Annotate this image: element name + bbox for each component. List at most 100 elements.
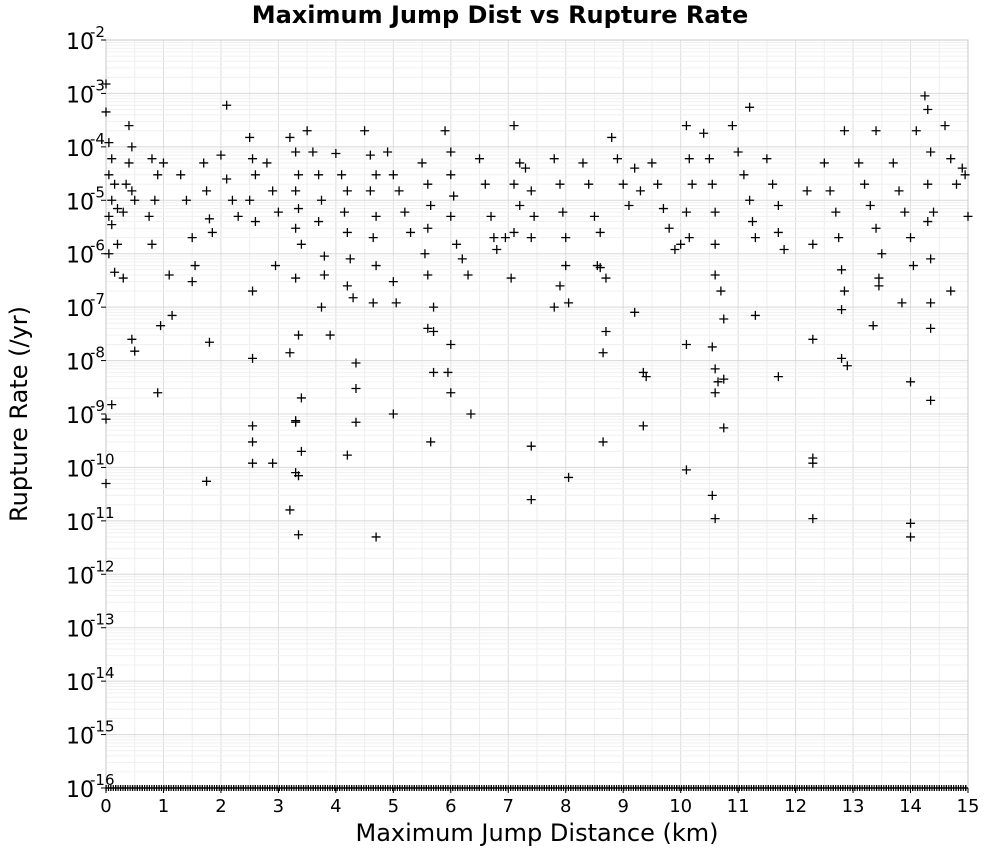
- y-tick-label-base: 10: [66, 244, 94, 269]
- data-point: [144, 211, 154, 221]
- data-point: [598, 348, 608, 358]
- data-point: [368, 233, 378, 243]
- data-point: [684, 233, 694, 243]
- data-point: [317, 195, 326, 205]
- data-point: [248, 353, 258, 363]
- data-point: [147, 154, 157, 164]
- y-tick-label-exponent: -5: [90, 183, 105, 201]
- y-tick-label-exponent: -9: [90, 397, 105, 415]
- data-point: [480, 179, 490, 189]
- data-point: [906, 518, 916, 528]
- data-point: [839, 286, 849, 296]
- x-tick-label: 12: [784, 796, 807, 817]
- data-point: [515, 158, 525, 168]
- data-point: [555, 281, 565, 291]
- data-point: [127, 334, 137, 344]
- data-point: [248, 286, 258, 296]
- data-point: [624, 200, 634, 210]
- data-point: [400, 207, 410, 217]
- data-point: [423, 270, 433, 280]
- data-point: [319, 270, 329, 280]
- data-point: [127, 186, 137, 196]
- data-point: [187, 233, 197, 243]
- data-point: [443, 367, 453, 377]
- data-point: [926, 323, 936, 333]
- data-point: [900, 207, 910, 217]
- data-point: [710, 207, 720, 217]
- data-point: [773, 200, 783, 210]
- data-point: [446, 211, 456, 221]
- x-tick-label: 10: [669, 796, 692, 817]
- data-point: [107, 154, 117, 164]
- x-tick-label: 7: [503, 796, 514, 817]
- data-point: [449, 191, 459, 201]
- chart-title: Maximum Jump Dist vs Rupture Rate: [252, 1, 749, 29]
- data-point: [446, 147, 456, 157]
- data-point: [429, 302, 439, 312]
- data-point: [745, 102, 755, 112]
- data-point: [426, 200, 436, 210]
- data-point: [308, 147, 318, 157]
- data-point: [342, 281, 352, 291]
- data-point: [526, 186, 536, 196]
- data-point: [831, 207, 841, 217]
- data-point: [202, 186, 212, 196]
- data-point: [894, 186, 904, 196]
- data-point: [101, 79, 111, 89]
- data-point: [897, 298, 907, 308]
- data-point: [164, 270, 174, 280]
- data-point: [348, 293, 358, 303]
- data-point: [291, 186, 301, 196]
- data-point: [285, 505, 295, 515]
- data-point: [526, 495, 536, 505]
- data-point: [429, 367, 439, 377]
- data-point: [762, 154, 772, 164]
- data-point: [923, 105, 933, 115]
- data-point: [107, 220, 117, 230]
- y-tick-label-base: 10: [66, 725, 94, 750]
- data-point: [457, 254, 467, 264]
- data-point: [176, 170, 186, 180]
- y-tick-label-base: 10: [66, 83, 94, 108]
- y-tick-label-exponent: -13: [90, 611, 115, 629]
- data-point: [110, 179, 120, 189]
- data-point: [707, 490, 717, 500]
- data-point: [926, 254, 936, 264]
- data-point: [946, 154, 956, 164]
- data-point: [423, 323, 433, 333]
- y-tick-label-exponent: -16: [90, 771, 115, 789]
- data-point: [549, 154, 559, 164]
- data-point: [564, 298, 574, 308]
- data-point: [750, 233, 760, 243]
- data-point: [526, 233, 536, 243]
- data-point: [294, 170, 304, 180]
- data-point: [871, 223, 881, 233]
- data-point: [204, 337, 214, 347]
- data-point: [940, 121, 950, 131]
- y-tick-label-exponent: -12: [90, 557, 115, 575]
- data-point: [291, 416, 301, 426]
- data-point: [406, 227, 416, 237]
- data-point: [429, 327, 439, 337]
- data-point: [291, 147, 301, 157]
- data-point: [285, 348, 295, 358]
- data-point: [426, 437, 436, 447]
- data-point: [595, 263, 605, 273]
- data-point: [874, 273, 884, 283]
- data-point: [926, 298, 936, 308]
- data-point: [773, 227, 783, 237]
- data-point: [808, 458, 818, 468]
- data-point: [291, 223, 301, 233]
- data-point: [345, 254, 355, 264]
- data-point: [112, 239, 122, 249]
- data-point: [248, 437, 258, 447]
- data-point: [727, 121, 737, 131]
- data-point: [719, 314, 729, 324]
- data-point: [233, 211, 243, 221]
- data-point: [923, 217, 933, 227]
- data-point: [492, 244, 502, 254]
- data-point: [874, 281, 884, 291]
- data-point: [564, 472, 574, 482]
